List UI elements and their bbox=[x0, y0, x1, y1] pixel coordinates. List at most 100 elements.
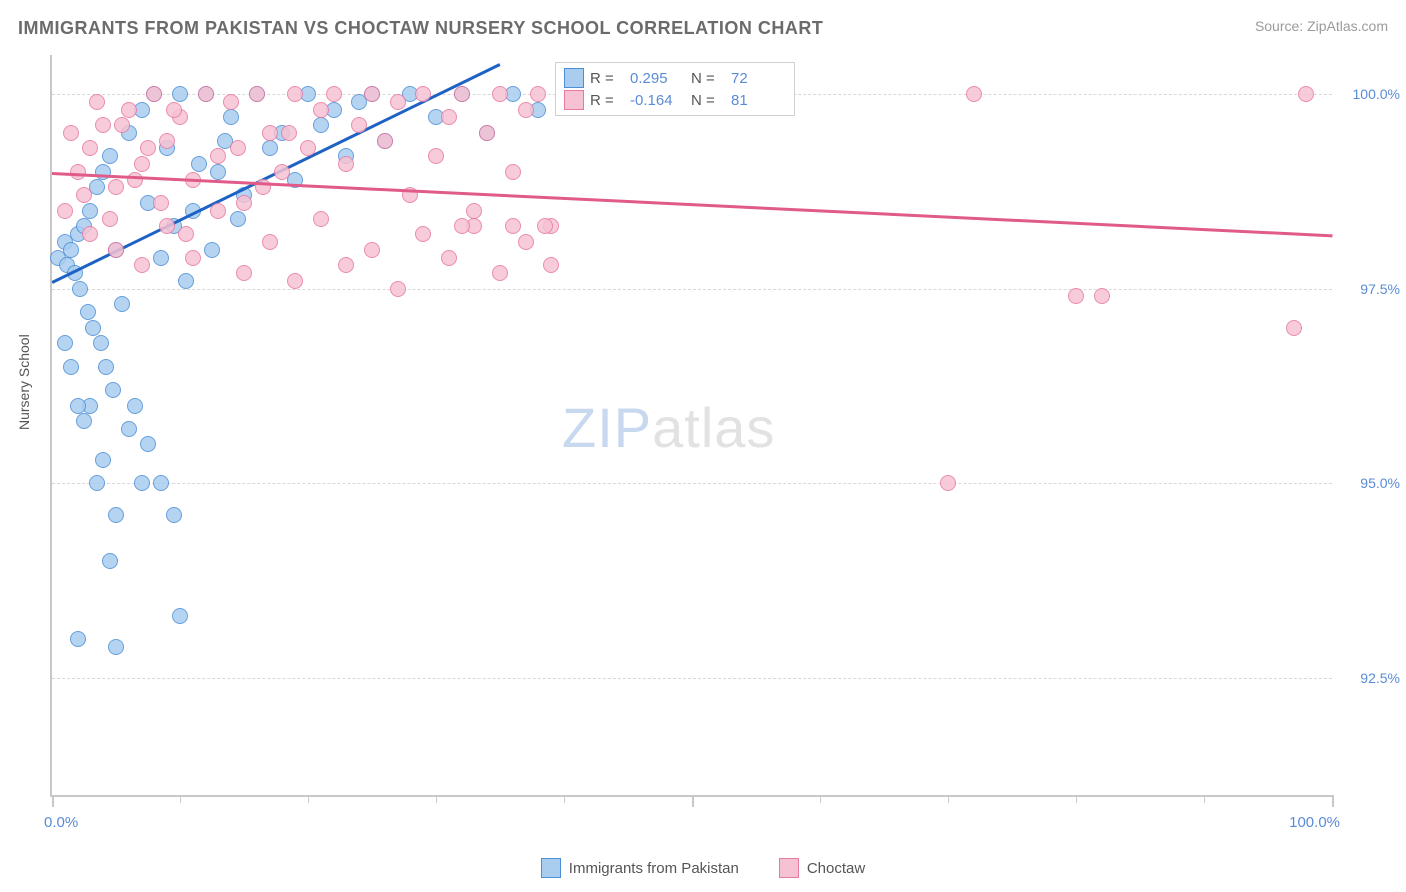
scatter-point bbox=[95, 452, 111, 468]
scatter-point bbox=[70, 631, 86, 647]
scatter-point bbox=[966, 86, 982, 102]
scatter-point bbox=[223, 109, 239, 125]
scatter-point bbox=[140, 140, 156, 156]
scatter-point bbox=[338, 257, 354, 273]
x-tick-minor bbox=[1204, 795, 1205, 803]
scatter-point bbox=[1286, 320, 1302, 336]
x-tick-minor bbox=[948, 795, 949, 803]
legend-item: Immigrants from Pakistan bbox=[541, 858, 739, 878]
scatter-point bbox=[178, 226, 194, 242]
scatter-point bbox=[230, 140, 246, 156]
scatter-point bbox=[82, 203, 98, 219]
scatter-point bbox=[93, 335, 109, 351]
series-legend: Immigrants from Pakistan Choctaw bbox=[0, 858, 1406, 878]
scatter-point bbox=[76, 413, 92, 429]
scatter-point bbox=[262, 125, 278, 141]
scatter-point bbox=[198, 86, 214, 102]
scatter-point bbox=[134, 257, 150, 273]
legend-series-name: Choctaw bbox=[807, 860, 865, 877]
x-tick-major bbox=[692, 795, 694, 807]
scatter-point bbox=[281, 125, 297, 141]
scatter-point bbox=[95, 117, 111, 133]
scatter-point bbox=[313, 102, 329, 118]
x-tick-minor bbox=[308, 795, 309, 803]
scatter-point bbox=[377, 133, 393, 149]
scatter-point bbox=[185, 250, 201, 266]
y-tick-label: 92.5% bbox=[1340, 670, 1400, 686]
scatter-point bbox=[326, 86, 342, 102]
legend-swatch bbox=[564, 90, 584, 110]
scatter-point bbox=[518, 102, 534, 118]
scatter-point bbox=[57, 203, 73, 219]
scatter-point bbox=[313, 211, 329, 227]
scatter-point bbox=[454, 218, 470, 234]
legend-swatch bbox=[541, 858, 561, 878]
scatter-point bbox=[63, 125, 79, 141]
scatter-point bbox=[204, 242, 220, 258]
y-axis-label: Nursery School bbox=[16, 334, 32, 430]
y-tick-label: 100.0% bbox=[1340, 86, 1400, 102]
scatter-point bbox=[72, 281, 88, 297]
x-tick-major bbox=[52, 795, 54, 807]
scatter-point bbox=[223, 94, 239, 110]
scatter-point bbox=[364, 86, 380, 102]
legend-n-value: 81 bbox=[731, 92, 786, 109]
scatter-point bbox=[210, 203, 226, 219]
legend-row: R =0.295N =72 bbox=[564, 67, 786, 89]
scatter-point bbox=[338, 156, 354, 172]
legend-row: R =-0.164N =81 bbox=[564, 89, 786, 111]
x-tick-major bbox=[1332, 795, 1334, 807]
scatter-point bbox=[543, 257, 559, 273]
scatter-point bbox=[108, 242, 124, 258]
scatter-point bbox=[146, 86, 162, 102]
watermark-zip: ZIP bbox=[562, 396, 652, 459]
scatter-point bbox=[134, 475, 150, 491]
scatter-point bbox=[70, 398, 86, 414]
source-link[interactable]: ZipAtlas.com bbox=[1307, 18, 1388, 34]
legend-swatch bbox=[779, 858, 799, 878]
scatter-point bbox=[466, 203, 482, 219]
scatter-point bbox=[134, 156, 150, 172]
scatter-point bbox=[166, 102, 182, 118]
scatter-point bbox=[530, 86, 546, 102]
x-tick-minor bbox=[820, 795, 821, 803]
scatter-point bbox=[178, 273, 194, 289]
scatter-point bbox=[415, 226, 431, 242]
scatter-point bbox=[479, 125, 495, 141]
legend-item: Choctaw bbox=[779, 858, 865, 878]
scatter-point bbox=[1298, 86, 1314, 102]
scatter-point bbox=[287, 86, 303, 102]
scatter-point bbox=[76, 187, 92, 203]
scatter-point bbox=[492, 265, 508, 281]
scatter-point bbox=[249, 86, 265, 102]
scatter-point bbox=[390, 281, 406, 297]
scatter-plot-area: ZIPatlas 92.5%95.0%97.5%100.0%0.0%100.0% bbox=[50, 55, 1332, 797]
scatter-point bbox=[166, 507, 182, 523]
source-attribution: Source: ZipAtlas.com bbox=[1255, 18, 1388, 34]
scatter-point bbox=[454, 86, 470, 102]
scatter-point bbox=[172, 608, 188, 624]
legend-r-label: R = bbox=[590, 92, 624, 109]
scatter-point bbox=[153, 250, 169, 266]
watermark: ZIPatlas bbox=[562, 395, 775, 460]
gridline bbox=[52, 289, 1332, 290]
scatter-point bbox=[191, 156, 207, 172]
legend-r-value: 0.295 bbox=[630, 70, 685, 87]
legend-n-label: N = bbox=[691, 92, 725, 109]
scatter-point bbox=[153, 195, 169, 211]
legend-series-name: Immigrants from Pakistan bbox=[569, 860, 739, 877]
legend-swatch bbox=[564, 68, 584, 88]
scatter-point bbox=[127, 398, 143, 414]
scatter-point bbox=[159, 133, 175, 149]
correlation-legend: R =0.295N =72R =-0.164N =81 bbox=[555, 62, 795, 116]
x-tick-label: 0.0% bbox=[44, 814, 78, 831]
scatter-point bbox=[108, 507, 124, 523]
scatter-point bbox=[82, 226, 98, 242]
source-label: Source: bbox=[1255, 18, 1303, 34]
chart-title: IMMIGRANTS FROM PAKISTAN VS CHOCTAW NURS… bbox=[18, 18, 823, 39]
scatter-point bbox=[121, 421, 137, 437]
scatter-point bbox=[89, 475, 105, 491]
legend-r-label: R = bbox=[590, 70, 624, 87]
scatter-point bbox=[57, 335, 73, 351]
scatter-point bbox=[172, 86, 188, 102]
